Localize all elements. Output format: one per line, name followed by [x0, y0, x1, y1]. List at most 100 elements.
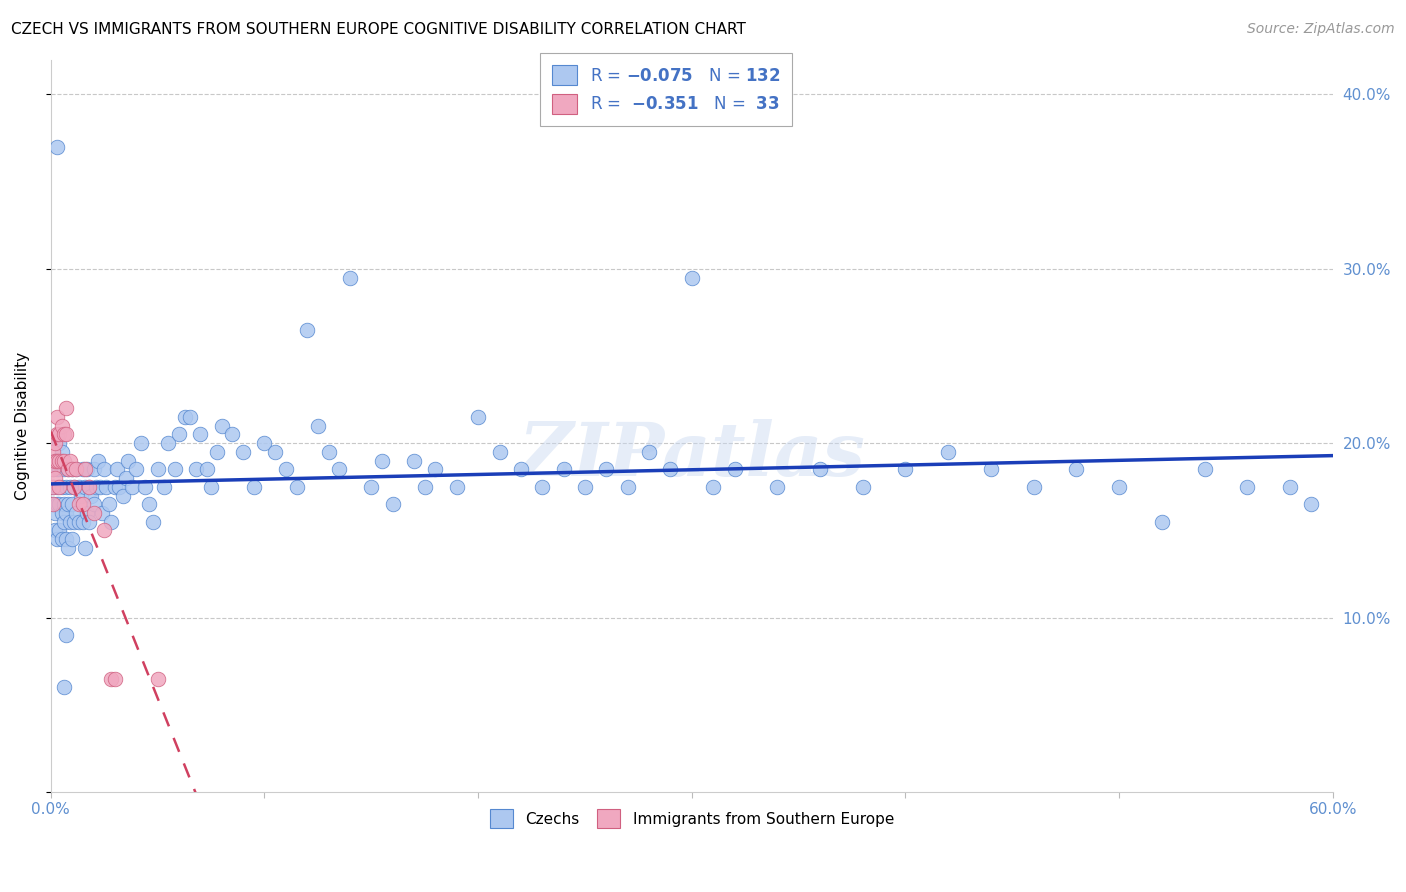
Point: [723, 462, 745, 476]
Point: [59, 515, 82, 529]
Point: [42, 445, 65, 459]
Point: [56, 462, 79, 476]
Point: [60, 532, 83, 546]
Point: [59, 453, 82, 467]
Point: [307, 418, 329, 433]
Point: [59, 480, 82, 494]
Point: [67, 497, 90, 511]
Point: [46, 427, 69, 442]
Point: [51, 480, 73, 494]
Point: [681, 270, 703, 285]
Legend: Czechs, Immigrants from Southern Europe: Czechs, Immigrants from Southern Europe: [482, 802, 901, 836]
Point: [894, 462, 917, 476]
Point: [46, 140, 69, 154]
Point: [65, 506, 87, 520]
Point: [63, 480, 86, 494]
Point: [42, 497, 65, 511]
Point: [808, 462, 831, 476]
Point: [274, 462, 297, 476]
Point: [69, 489, 91, 503]
Point: [1066, 462, 1088, 476]
Point: [52, 427, 75, 442]
Point: [297, 323, 319, 337]
Point: [232, 445, 254, 459]
Point: [112, 489, 135, 503]
Point: [328, 462, 350, 476]
Point: [1108, 480, 1130, 494]
Point: [509, 462, 531, 476]
Point: [51, 453, 73, 467]
Point: [105, 462, 128, 476]
Point: [52, 453, 75, 467]
Point: [211, 418, 233, 433]
Point: [96, 480, 118, 494]
Point: [184, 462, 207, 476]
Point: [104, 480, 127, 494]
Point: [852, 480, 875, 494]
Point: [371, 453, 394, 467]
Point: [153, 480, 176, 494]
Point: [207, 445, 229, 459]
Point: [413, 480, 436, 494]
Point: [42, 462, 65, 476]
Point: [55, 480, 77, 494]
Point: [1279, 480, 1302, 494]
Point: [76, 506, 98, 520]
Point: [108, 480, 131, 494]
Point: [42, 480, 65, 494]
Point: [44, 453, 66, 467]
Point: [52, 497, 75, 511]
Point: [402, 453, 425, 467]
Text: ZIPatlas: ZIPatlas: [519, 419, 865, 491]
Point: [46, 480, 69, 494]
Point: [56, 497, 79, 511]
Point: [195, 462, 218, 476]
Point: [167, 427, 190, 442]
Point: [42, 480, 65, 494]
Point: [79, 515, 101, 529]
Point: [1022, 480, 1045, 494]
Point: [163, 462, 186, 476]
Y-axis label: Cognitive Disability: Cognitive Disability: [15, 351, 30, 500]
Point: [138, 497, 160, 511]
Point: [48, 436, 70, 450]
Point: [146, 462, 169, 476]
Point: [60, 462, 83, 476]
Point: [46, 410, 69, 425]
Point: [488, 445, 510, 459]
Point: [76, 462, 98, 476]
Point: [73, 480, 96, 494]
Point: [63, 515, 86, 529]
Point: [142, 515, 165, 529]
Point: [190, 427, 212, 442]
Point: [467, 410, 489, 425]
Point: [46, 453, 69, 467]
Point: [100, 672, 122, 686]
Point: [936, 445, 959, 459]
Point: [179, 410, 201, 425]
Point: [48, 427, 70, 442]
Point: [253, 436, 276, 450]
Point: [200, 480, 222, 494]
Point: [117, 453, 139, 467]
Point: [55, 628, 77, 642]
Point: [93, 524, 115, 538]
Point: [1150, 515, 1173, 529]
Point: [46, 532, 69, 546]
Point: [638, 445, 661, 459]
Point: [60, 462, 83, 476]
Point: [157, 436, 180, 450]
Point: [67, 480, 90, 494]
Point: [1236, 480, 1258, 494]
Point: [446, 480, 468, 494]
Point: [72, 515, 94, 529]
Point: [146, 672, 169, 686]
Point: [65, 462, 87, 476]
Point: [63, 480, 86, 494]
Point: [46, 462, 69, 476]
Point: [100, 515, 122, 529]
Point: [702, 480, 724, 494]
Point: [766, 480, 789, 494]
Point: [285, 480, 308, 494]
Point: [48, 524, 70, 538]
